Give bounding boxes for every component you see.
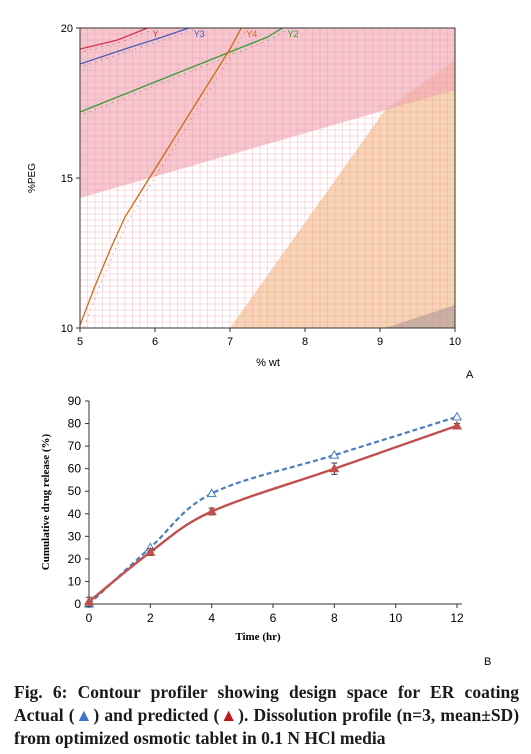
predicted-point-marker xyxy=(451,420,463,430)
y-axis-title: Cumulative drug release (%) xyxy=(40,433,52,570)
x-tick-label: 6 xyxy=(152,336,158,348)
contour-label: Y3 xyxy=(194,29,205,39)
contour-y-bound xyxy=(83,29,152,52)
contour-y4 xyxy=(80,28,242,326)
panel-b-label: B xyxy=(484,656,491,668)
y-tick-label: 90 xyxy=(68,394,82,408)
x-tick-label: 12 xyxy=(450,611,464,625)
panel-a-label: A xyxy=(466,369,474,381)
y-tick-label: 10 xyxy=(68,574,82,588)
contour-label: Y2 xyxy=(288,29,299,39)
x-tick-label: 4 xyxy=(208,611,215,625)
x-tick-label: 9 xyxy=(377,336,383,348)
y-tick-label: 40 xyxy=(68,507,82,521)
x-tick-label: 7 xyxy=(227,336,233,348)
series-line-0 xyxy=(88,415,458,605)
x-tick-label: 10 xyxy=(389,611,403,625)
x-axis-title: % wt xyxy=(256,357,280,369)
y-tick-label: 80 xyxy=(68,417,82,431)
caption-line-1: Fig. 6: Contour profiler showing design … xyxy=(14,682,519,702)
caption-rest: . Dissolution profile (n=3, mean±SD) fro… xyxy=(14,705,520,748)
caption-actual: Actual xyxy=(14,705,64,725)
actual-point-marker xyxy=(206,488,217,498)
actual-marker-icon: ▲ xyxy=(74,705,94,725)
x-tick-label: 6 xyxy=(270,611,277,625)
actual-point-marker xyxy=(451,411,463,421)
contour-y2 xyxy=(80,28,283,113)
y-tick-label: 70 xyxy=(68,439,82,453)
y-tick-label: 60 xyxy=(68,462,82,476)
axis-ticks: 5 6 7 8 9 10 10 15 20 xyxy=(61,23,461,348)
predicted-point-marker xyxy=(206,506,217,516)
actual-point-marker xyxy=(329,449,340,459)
y-tick-label: 30 xyxy=(68,529,82,543)
axis-ticks: 0 2 4 6 8 10 12 0 10 20 30 40 50 60 70 80 90 xyxy=(68,394,464,625)
dissolution-chart: 0 2 4 6 8 10 12 0 10 20 30 40 50 60 70 80 90 Time (hr) C… xyxy=(40,394,491,668)
x-tick-label: 8 xyxy=(331,611,338,625)
y-tick-label: 50 xyxy=(68,484,82,498)
predicted-point-marker xyxy=(329,463,340,473)
x-tick-label: 0 xyxy=(86,611,93,625)
contour-y3 xyxy=(80,28,190,65)
contour-lines: Y Y3 Y2 Y4 xyxy=(80,28,299,328)
x-tick-label: 5 xyxy=(77,336,83,348)
y-tick-label: 20 xyxy=(68,552,82,566)
contour-y xyxy=(80,28,148,50)
contour-label: Y xyxy=(153,29,159,39)
x-tick-label: 2 xyxy=(147,611,154,625)
y-tick-label: 10 xyxy=(61,323,73,335)
x-axis-title: Time (hr) xyxy=(235,631,281,643)
predicted-point-marker xyxy=(145,546,156,556)
x-tick-label: 8 xyxy=(302,336,308,348)
y-tick-label: 20 xyxy=(61,23,73,35)
predicted-marker-icon: ▲ xyxy=(219,705,239,725)
y-tick-label: 15 xyxy=(61,173,73,185)
series-line-1 xyxy=(88,424,458,603)
contour-label: Y4 xyxy=(246,29,257,39)
predicted-point-marker xyxy=(83,596,95,606)
contour-chart: Y Y3 Y2 Y4 5 6 7 8 9 10 10 15 20 % wt %PEG A xyxy=(27,23,474,381)
series xyxy=(83,411,463,608)
y-tick-label: 0 xyxy=(74,597,81,611)
figure-caption: Fig. 6: Contour profiler showing design … xyxy=(14,682,520,748)
caption-predicted: and predicted xyxy=(104,705,209,725)
y-axis-title: %PEG xyxy=(27,163,38,193)
grid-lines xyxy=(80,28,455,328)
x-tick-label: 10 xyxy=(449,336,461,348)
